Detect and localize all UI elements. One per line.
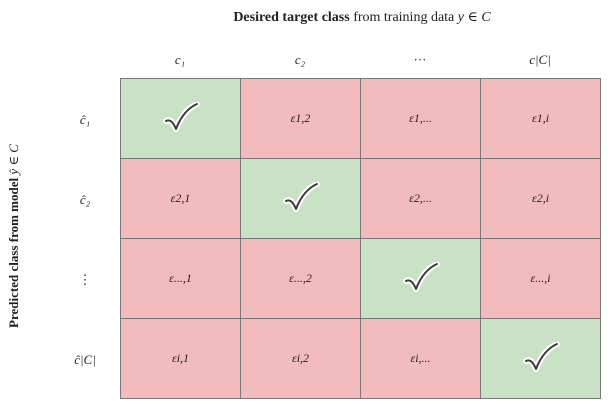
matrix-cell-error: ε2,... (361, 159, 481, 239)
column-header-ellipsis: ··· (413, 52, 427, 67)
matrix-cell-correct (361, 239, 481, 319)
matrix-cell-error: ε1,2 (241, 79, 361, 159)
row-header-ellipsis: ⋮ (78, 272, 92, 287)
row-header-last: ĉ|C| (74, 352, 96, 367)
y-label-math-text: ŷ ∈ C (6, 144, 21, 175)
matrix-cell-error: ε...,i (481, 239, 601, 319)
matrix-cell-error: ε...,2 (241, 239, 361, 319)
y-label-bold-text: Predicted class from model (6, 177, 21, 328)
matrix-cell-error: ε...,1 (121, 239, 241, 319)
title-plain-text: from training data (353, 10, 455, 25)
confusion-matrix-grid: ε1,2 ε1,... ε1,i ε2,1 ε2,... ε2,i ε...,1 ε...,2… (120, 78, 601, 399)
matrix-cell-error: ε1,... (361, 79, 481, 159)
matrix-cell-error: ε2,i (481, 159, 601, 239)
title-math-text: y ∈ C (457, 10, 491, 25)
matrix-cell-error: εi,1 (121, 319, 241, 399)
diagram-title: Desired target class from training data … (120, 9, 604, 26)
column-header-last: c|C| (529, 52, 551, 67)
matrix-cell-correct (241, 159, 361, 239)
row-header-2: ĉ₂ (79, 192, 91, 207)
check-mark-icon (162, 101, 200, 136)
matrix-cell-correct (481, 319, 601, 399)
check-mark-icon (522, 341, 560, 376)
column-header-1: c₁ (174, 52, 186, 67)
check-mark-icon (282, 181, 320, 216)
matrix-cell-error: εi,... (361, 319, 481, 399)
matrix-cell-correct (121, 79, 241, 159)
matrix-cell-error: εi,2 (241, 319, 361, 399)
row-header-1: ĉ₁ (79, 112, 91, 127)
check-mark-icon (402, 261, 440, 296)
y-axis-label: Predicted class from model ŷ ∈ C (6, 144, 22, 328)
title-bold-text: Desired target class (233, 10, 350, 25)
matrix-cell-error: ε1,i (481, 79, 601, 159)
column-header-2: c₂ (294, 52, 306, 67)
matrix-cell-error: ε2,1 (121, 159, 241, 239)
